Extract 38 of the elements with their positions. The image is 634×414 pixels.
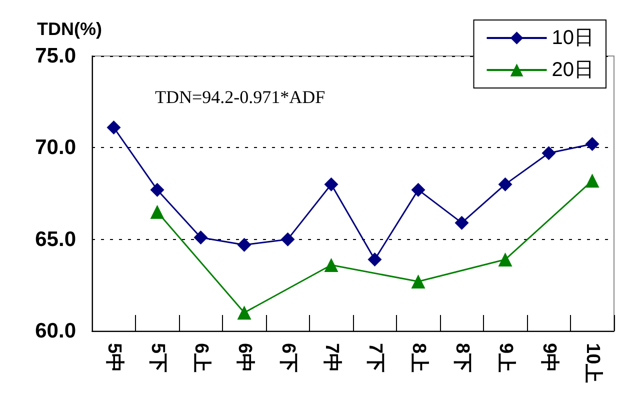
point	[324, 258, 338, 272]
x-tick-label: 8下	[451, 343, 472, 373]
point	[585, 174, 600, 188]
point	[237, 306, 252, 320]
x-tick-label: 10上	[582, 343, 604, 384]
x-tick-label: 6下	[277, 343, 298, 373]
legend-label: 10日	[552, 27, 594, 49]
point	[106, 120, 121, 134]
x-tick-label: 6中	[234, 343, 256, 373]
legend-label: 20日	[552, 59, 594, 81]
point	[194, 230, 208, 244]
point	[411, 182, 426, 197]
point	[150, 182, 164, 197]
x-tick-label: 6上	[190, 343, 212, 373]
x-tick-label: 5中	[103, 343, 126, 373]
x-tick-label: 9上	[494, 343, 517, 373]
y-tick-label: 70.0	[35, 136, 76, 160]
point	[542, 146, 556, 160]
point	[237, 238, 252, 252]
x-tick-label: 7中	[320, 343, 343, 373]
point	[280, 232, 295, 246]
point	[150, 204, 164, 219]
point	[324, 177, 338, 192]
x-tick-label: 7下	[364, 343, 386, 373]
y-tick-label: 60.0	[35, 320, 76, 342]
y-tick-label: 65.0	[35, 228, 76, 251]
y-tick-label: 75.0	[35, 44, 76, 68]
x-tick-label: 9中	[538, 343, 560, 373]
point	[498, 177, 512, 192]
point	[498, 252, 512, 266]
x-tick-label: 5下	[146, 343, 168, 373]
x-tick-label: 8上	[408, 343, 430, 373]
y-axis-title: TDN(%)	[37, 19, 102, 39]
point	[411, 274, 426, 288]
point	[454, 216, 469, 230]
annotation: TDN=94.2-0.971*ADF	[155, 87, 326, 107]
point	[585, 137, 600, 151]
point	[368, 252, 382, 266]
